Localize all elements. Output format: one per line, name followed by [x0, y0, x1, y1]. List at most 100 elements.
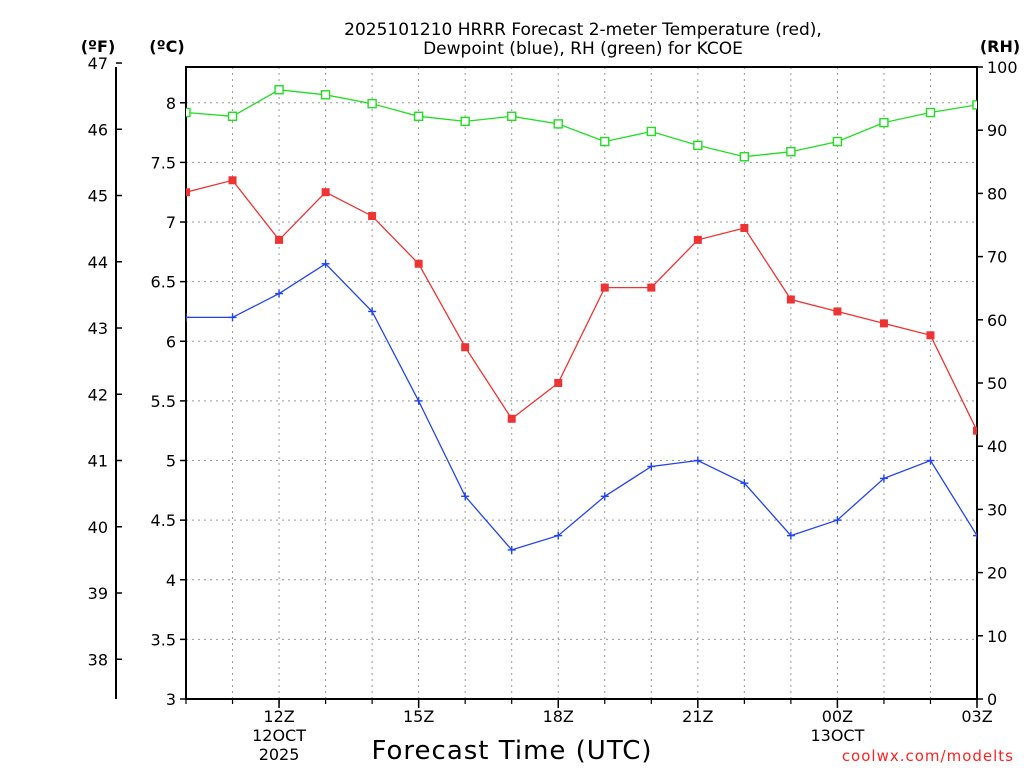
- fahrenheit-tick-label: 47: [88, 54, 108, 73]
- chart-title-line-2: Dewpoint (blue), RH (green) for KCOE: [423, 39, 743, 59]
- temperature-point: [368, 212, 377, 221]
- dewpoint-point: [879, 474, 888, 483]
- chart-title-line-1: 2025101210 HRRR Forecast 2-meter Tempera…: [344, 20, 822, 40]
- rh-tick-label: 20: [987, 564, 1007, 583]
- dewpoint-point: [275, 289, 284, 298]
- rh-point: [274, 85, 284, 95]
- dewpoint-point: [228, 313, 237, 322]
- fahrenheit-tick-label: 40: [88, 518, 108, 537]
- temperature-point: [228, 176, 237, 185]
- temperature-point: [1020, 415, 1024, 423]
- series-temperature: [186, 176, 1024, 435]
- celsius-tick-label: 3.5: [151, 630, 176, 649]
- credit-link[interactable]: coolwx.com/modelts: [842, 747, 1014, 765]
- fahrenheit-tick-label: 42: [88, 385, 108, 404]
- rh-point: [553, 119, 563, 129]
- temperature-point: [600, 283, 609, 292]
- celsius-tick-label: 5.5: [151, 392, 176, 411]
- rh-tick-label: 80: [987, 184, 1007, 203]
- dewpoint-point: [507, 545, 516, 554]
- dewpoint-point: [1020, 576, 1024, 584]
- series-layer: [186, 85, 1024, 584]
- celsius-tick-label: 7.5: [151, 153, 176, 172]
- fahrenheit-tick-label: 43: [88, 319, 108, 338]
- rh-tick-label: 50: [987, 374, 1007, 393]
- temperature-point: [647, 283, 656, 292]
- rh-tick-label: 30: [987, 500, 1007, 519]
- rh-point: [367, 98, 377, 109]
- dewpoint-point: [926, 456, 935, 465]
- temperature-point: [926, 331, 935, 340]
- rh-tick-label: 70: [987, 248, 1007, 267]
- rh-tick-label: 10: [987, 627, 1007, 646]
- plot-frame: [185, 66, 978, 700]
- rh-point: [320, 90, 331, 100]
- temperature-point: [554, 379, 563, 387]
- temperature-point: [186, 188, 190, 197]
- celsius-tick-label: 4.5: [151, 511, 176, 530]
- rh-axis-label: (RH): [980, 37, 1020, 56]
- fahrenheit-tick-label: 44: [88, 253, 108, 272]
- celsius-tick-label: 6: [166, 332, 176, 351]
- x-tick-label: 03Z: [961, 707, 992, 726]
- temperature-point: [879, 319, 888, 328]
- x-tick-label: 2025: [259, 745, 300, 764]
- series-rh: [186, 85, 1024, 162]
- axes: [115, 62, 983, 708]
- temperature-point: [833, 307, 842, 316]
- rh-point: [1020, 121, 1024, 129]
- fahrenheit-tick-label: 39: [88, 584, 108, 603]
- dewpoint-point: [647, 462, 656, 471]
- temperature-point: [275, 235, 284, 244]
- rh-tick-label: 60: [987, 311, 1007, 330]
- grid-lines: [186, 67, 977, 699]
- dewpoint-point: [600, 492, 609, 501]
- celsius-tick-label: 3: [166, 690, 176, 709]
- rh-point: [693, 140, 703, 151]
- rh-point: [227, 111, 238, 121]
- x-tick-label: 21Z: [682, 707, 713, 726]
- x-axis-title: Forecast Time (UTC): [371, 736, 652, 766]
- celsius-tick-label: 5: [166, 452, 176, 471]
- rh-tick-label: 40: [987, 437, 1007, 456]
- celsius-tick-label: 4: [166, 571, 176, 590]
- fahrenheit-tick-label: 41: [88, 452, 108, 471]
- celsius-tick-label: 6.5: [151, 273, 176, 292]
- celsius-tick-label: 7: [166, 213, 176, 232]
- rh-point: [786, 146, 796, 157]
- rh-point: [879, 117, 889, 128]
- fahrenheit-tick-label: 38: [88, 650, 108, 669]
- dewpoint-point: [786, 531, 795, 540]
- fahrenheit-axis-label: (ºF): [81, 37, 116, 56]
- rh-point: [832, 136, 843, 147]
- temperature-point: [414, 259, 423, 268]
- rh-point: [739, 152, 750, 162]
- dewpoint-point: [833, 516, 842, 525]
- celsius-axis-label: (ºC): [149, 37, 184, 56]
- rh-point: [507, 111, 517, 121]
- rh-tick-label: 0: [987, 690, 997, 709]
- dewpoint-point: [973, 531, 977, 540]
- rh-tick-label: 90: [987, 121, 1007, 140]
- tick-labels: 38 39 40 41 42 43 44 45 46 47 3 3.5 4 4.5 5 5.5 6 6.5 7 7.5…: [88, 54, 1018, 764]
- dewpoint-point: [321, 259, 330, 268]
- rh-point: [186, 107, 191, 118]
- rh-point: [646, 126, 656, 137]
- dewpoint-point: [414, 396, 423, 405]
- dewpoint-point: [693, 456, 702, 465]
- fahrenheit-tick-label: 45: [88, 187, 108, 206]
- rh-point: [413, 111, 424, 121]
- rh-point: [925, 107, 936, 118]
- fahrenheit-tick-label: 46: [88, 120, 108, 139]
- rh-point: [972, 100, 977, 110]
- rh-point: [460, 116, 470, 127]
- x-tick-label: 18Z: [543, 707, 574, 726]
- temperature-point: [321, 188, 330, 197]
- rh-tick-label: 100: [987, 58, 1018, 77]
- dewpoint-point: [461, 492, 470, 501]
- x-tick-label: 15Z: [403, 707, 434, 726]
- celsius-tick-label: 8: [166, 94, 176, 113]
- series-dewpoint: [186, 259, 1024, 584]
- temperature-point: [740, 223, 749, 232]
- dewpoint-point: [740, 479, 749, 488]
